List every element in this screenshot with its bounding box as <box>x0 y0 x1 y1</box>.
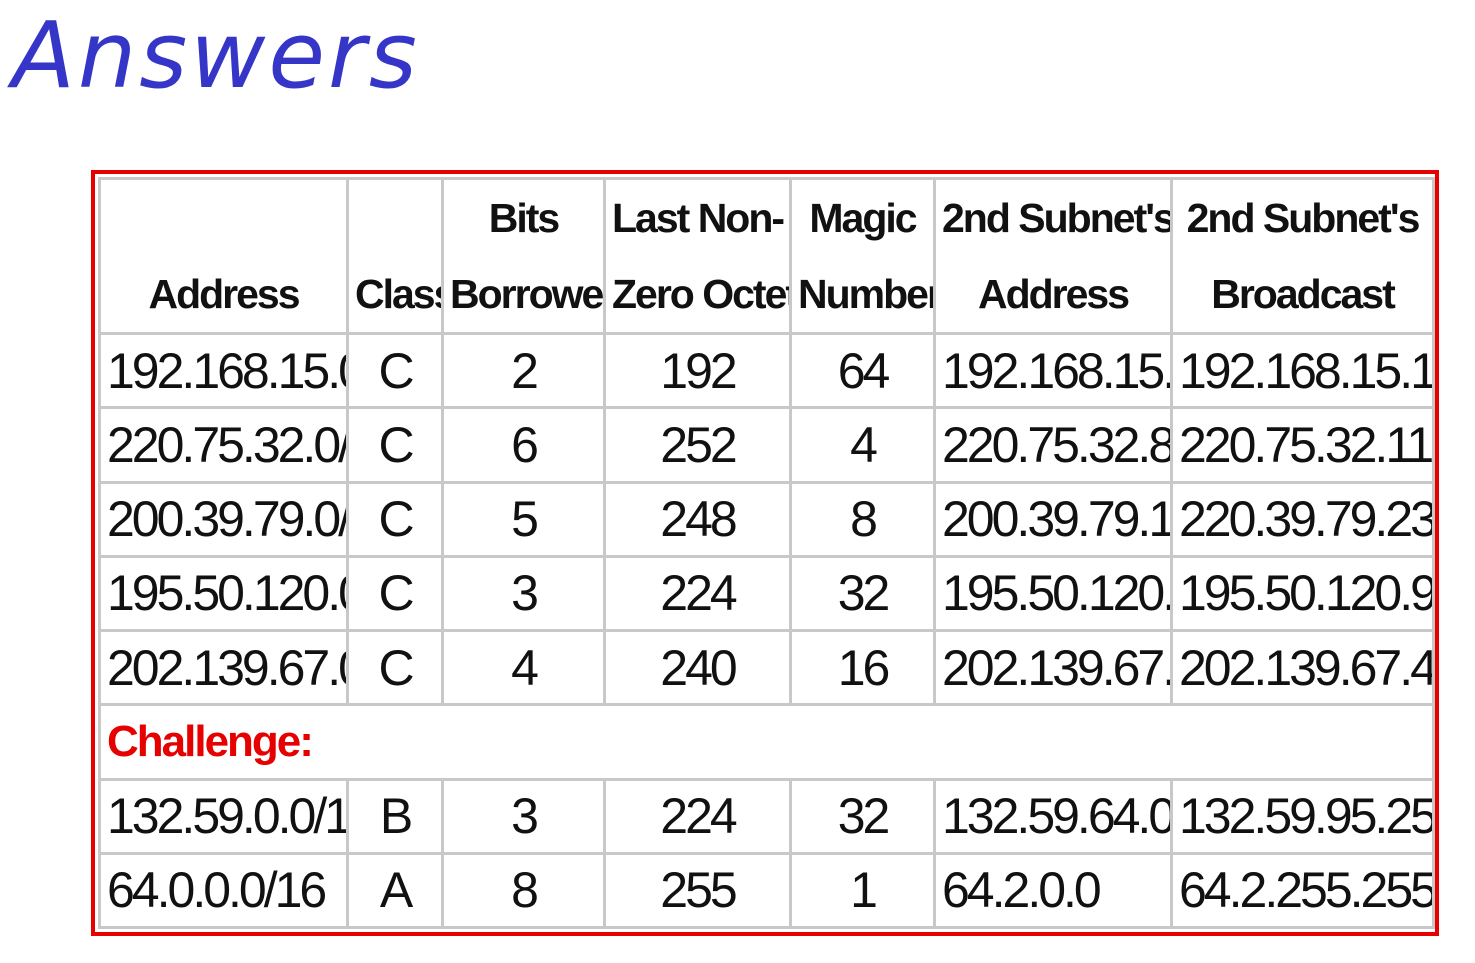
cell-address: 220.75.32.0/30 <box>98 406 349 484</box>
cell-bits-borrowed: 3 <box>441 777 606 855</box>
header-magic-number: Magic Number <box>789 177 936 335</box>
header-2nd-subnet-broadcast: 2nd Subnet's Broadcast <box>1170 177 1435 335</box>
cell-2nd-subnet-address: 220.75.32.8 <box>933 406 1173 484</box>
cell-2nd-subnet-address: 64.2.0.0 <box>933 851 1173 930</box>
table-row: 64.0.0.0/16 A 8 255 1 64.2.0.0 64.2.255.255 <box>98 851 1435 930</box>
cell-last-nonzero-octet: 224 <box>603 554 792 633</box>
cell-address: 202.139.67.0/28 <box>98 628 349 707</box>
cell-class: C <box>346 554 444 633</box>
cell-bits-borrowed: 4 <box>441 628 606 707</box>
cell-last-nonzero-octet: 224 <box>603 777 792 855</box>
subnet-answers-table: Address Class BitsBorrowed Last Non-Zero… <box>98 177 1435 930</box>
cell-magic-number: 64 <box>789 331 936 410</box>
cell-magic-number: 16 <box>789 628 936 707</box>
cell-last-nonzero-octet: 240 <box>603 628 792 707</box>
cell-address: 195.50.120.0/27 <box>98 554 349 633</box>
cell-address: 132.59.0.0/19 <box>98 777 349 855</box>
cell-bits-borrowed: 2 <box>441 331 606 410</box>
table-row: 202.139.67.0/28C424016202.139.67.32202.1… <box>98 628 1435 707</box>
table-row: 220.75.32.0/30C62524220.75.32.8220.75.32… <box>98 406 1435 484</box>
table-row: 192.168.15.0/26C219264192.168.15.128192.… <box>98 331 1435 410</box>
cell-2nd-subnet-address: 132.59.64.0 <box>933 777 1173 855</box>
cell-2nd-subnet-address: 195.50.120.64 <box>933 554 1173 633</box>
cell-class: C <box>346 406 444 484</box>
header-class: Class <box>346 177 444 335</box>
cell-last-nonzero-octet: 192 <box>603 331 792 410</box>
header-2nd-subnet-address: 2nd Subnet's Address <box>933 177 1173 335</box>
cell-address: 200.39.79.0/29 <box>98 480 349 558</box>
cell-magic-number: 32 <box>789 554 936 633</box>
header-last-nonzero-octet: Last Non- Zero Octet <box>603 177 792 335</box>
cell-magic-number: 1 <box>789 851 936 930</box>
page-title: Answers <box>12 2 420 109</box>
cell-2nd-subnet-broadcast: 192.168.15.191 <box>1170 331 1435 410</box>
cell-class: B <box>346 777 444 855</box>
header-address: Address <box>98 177 349 335</box>
table-row: 195.50.120.0/27C322432195.50.120.64195.5… <box>98 554 1435 633</box>
cell-last-nonzero-octet: 252 <box>603 406 792 484</box>
cell-2nd-subnet-broadcast: 132.59.95.255 <box>1170 777 1435 855</box>
cell-2nd-subnet-broadcast: 202.139.67.47 <box>1170 628 1435 707</box>
cell-address: 64.0.0.0/16 <box>98 851 349 930</box>
header-bits-borrowed: BitsBorrowed <box>441 177 606 335</box>
cell-magic-number: 4 <box>789 406 936 484</box>
cell-class: A <box>346 851 444 930</box>
cell-bits-borrowed: 8 <box>441 851 606 930</box>
cell-last-nonzero-octet: 248 <box>603 480 792 558</box>
cell-class: C <box>346 628 444 707</box>
cell-address: 192.168.15.0/26 <box>98 331 349 410</box>
cell-2nd-subnet-broadcast: 64.2.255.255 <box>1170 851 1435 930</box>
cell-2nd-subnet-broadcast: 220.75.32.11 <box>1170 406 1435 484</box>
table-row: 200.39.79.0/29C52488200.39.79.16220.39.7… <box>98 480 1435 558</box>
challenge-label: Challenge: <box>98 703 1435 781</box>
cell-magic-number: 32 <box>789 777 936 855</box>
cell-class: C <box>346 331 444 410</box>
cell-2nd-subnet-address: 202.139.67.32 <box>933 628 1173 707</box>
cell-last-nonzero-octet: 255 <box>603 851 792 930</box>
cell-2nd-subnet-address: 200.39.79.16 <box>933 480 1173 558</box>
header-row: Address Class BitsBorrowed Last Non-Zero… <box>98 177 1435 335</box>
cell-2nd-subnet-address: 192.168.15.128 <box>933 331 1173 410</box>
cell-bits-borrowed: 3 <box>441 554 606 633</box>
answers-table-frame: Address Class BitsBorrowed Last Non-Zero… <box>91 170 1439 936</box>
cell-magic-number: 8 <box>789 480 936 558</box>
table-row: 132.59.0.0/19 B 3 224 32 132.59.64.0 132.59.95… <box>98 777 1435 855</box>
challenge-row: Challenge: <box>98 703 1435 781</box>
cell-2nd-subnet-broadcast: 220.39.79.23 <box>1170 480 1435 558</box>
cell-2nd-subnet-broadcast: 195.50.120.95 <box>1170 554 1435 633</box>
cell-bits-borrowed: 6 <box>441 406 606 484</box>
cell-class: C <box>346 480 444 558</box>
cell-bits-borrowed: 5 <box>441 480 606 558</box>
